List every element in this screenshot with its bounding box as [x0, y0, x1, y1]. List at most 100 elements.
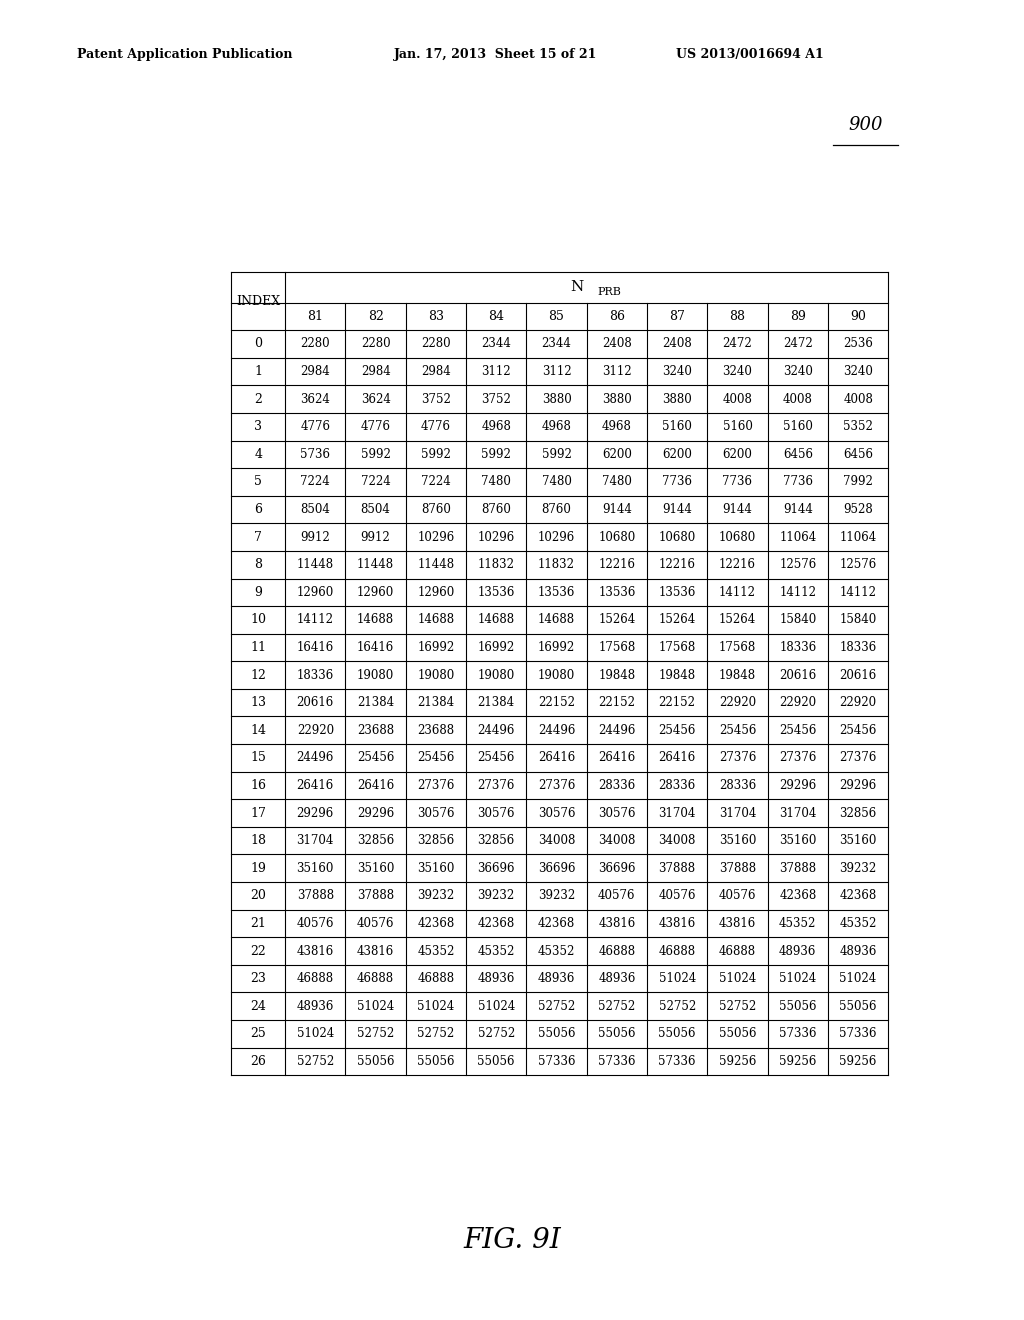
Text: 5992: 5992 [481, 447, 511, 461]
Text: 25456: 25456 [357, 751, 394, 764]
Text: 29296: 29296 [297, 807, 334, 820]
Text: 22152: 22152 [538, 696, 575, 709]
Text: 24: 24 [250, 999, 266, 1012]
Text: 7736: 7736 [723, 475, 753, 488]
Text: 14112: 14112 [840, 586, 877, 599]
Text: 4008: 4008 [843, 392, 873, 405]
Text: 43816: 43816 [719, 917, 756, 929]
Text: 30576: 30576 [598, 807, 636, 820]
Text: Patent Application Publication: Patent Application Publication [77, 48, 292, 61]
Text: 90: 90 [850, 310, 866, 323]
Text: 2344: 2344 [542, 338, 571, 351]
Text: 12216: 12216 [719, 558, 756, 572]
Text: 7224: 7224 [421, 475, 451, 488]
Text: 26416: 26416 [658, 751, 695, 764]
Text: 52752: 52752 [658, 999, 695, 1012]
Text: 43816: 43816 [658, 917, 695, 929]
Text: 19848: 19848 [719, 669, 756, 681]
Text: 81: 81 [307, 310, 324, 323]
Text: 48936: 48936 [840, 945, 877, 957]
Text: 32856: 32856 [477, 834, 515, 847]
Text: 51024: 51024 [719, 972, 756, 985]
Text: 39232: 39232 [538, 890, 575, 903]
Text: 9528: 9528 [843, 503, 873, 516]
Text: 11064: 11064 [840, 531, 877, 544]
Text: 42368: 42368 [418, 917, 455, 929]
Text: 57336: 57336 [538, 1055, 575, 1068]
Text: 4968: 4968 [542, 420, 571, 433]
Text: 10680: 10680 [658, 531, 695, 544]
Text: 17568: 17568 [598, 642, 636, 653]
Text: 2408: 2408 [663, 338, 692, 351]
Text: 2280: 2280 [421, 338, 451, 351]
Text: 4968: 4968 [481, 420, 511, 433]
Text: 6: 6 [254, 503, 262, 516]
Text: 19080: 19080 [477, 669, 515, 681]
Text: 3624: 3624 [360, 392, 390, 405]
Text: 24496: 24496 [538, 723, 575, 737]
Text: 48936: 48936 [297, 999, 334, 1012]
Text: 12216: 12216 [658, 558, 695, 572]
Text: 3240: 3240 [663, 366, 692, 378]
Text: 13: 13 [250, 696, 266, 709]
Text: 2984: 2984 [300, 366, 330, 378]
Text: 0: 0 [254, 338, 262, 351]
Text: 9144: 9144 [663, 503, 692, 516]
Text: 57336: 57336 [840, 1027, 877, 1040]
Text: 19080: 19080 [538, 669, 575, 681]
Text: 14688: 14688 [477, 614, 515, 627]
Text: 5992: 5992 [542, 447, 571, 461]
Text: 55056: 55056 [356, 1055, 394, 1068]
Text: 5160: 5160 [783, 420, 813, 433]
Text: 10296: 10296 [538, 531, 575, 544]
Text: 29296: 29296 [779, 779, 816, 792]
Text: 5352: 5352 [843, 420, 873, 433]
Text: 40576: 40576 [658, 890, 696, 903]
Text: 88: 88 [729, 310, 745, 323]
Text: 30576: 30576 [538, 807, 575, 820]
Text: 18336: 18336 [297, 669, 334, 681]
Text: 25456: 25456 [779, 723, 816, 737]
Text: 55056: 55056 [779, 999, 816, 1012]
Text: 34008: 34008 [598, 834, 636, 847]
Text: 46888: 46888 [598, 945, 636, 957]
Text: 89: 89 [790, 310, 806, 323]
Text: 40576: 40576 [356, 917, 394, 929]
Text: 23688: 23688 [418, 723, 455, 737]
Text: 4776: 4776 [300, 420, 331, 433]
Text: 4776: 4776 [360, 420, 390, 433]
Text: 10680: 10680 [598, 531, 636, 544]
Text: 13536: 13536 [658, 586, 696, 599]
Text: 24496: 24496 [598, 723, 636, 737]
Text: 22152: 22152 [658, 696, 695, 709]
Text: 19848: 19848 [598, 669, 636, 681]
Text: 52752: 52752 [719, 999, 756, 1012]
Text: 39232: 39232 [418, 890, 455, 903]
Text: 12960: 12960 [297, 586, 334, 599]
Text: 25: 25 [250, 1027, 266, 1040]
Text: 10296: 10296 [477, 531, 515, 544]
Text: 16: 16 [250, 779, 266, 792]
Text: 55056: 55056 [538, 1027, 575, 1040]
Text: 5992: 5992 [421, 447, 451, 461]
Text: 12576: 12576 [840, 558, 877, 572]
Text: 57336: 57336 [658, 1055, 696, 1068]
Text: 86: 86 [609, 310, 625, 323]
Text: 3112: 3112 [602, 366, 632, 378]
Text: 14688: 14688 [418, 614, 455, 627]
Text: 11448: 11448 [418, 558, 455, 572]
Text: 40576: 40576 [719, 890, 757, 903]
Text: 2984: 2984 [360, 366, 390, 378]
Text: 26416: 26416 [598, 751, 636, 764]
Text: 35160: 35160 [357, 862, 394, 875]
Text: Jan. 17, 2013  Sheet 15 of 21: Jan. 17, 2013 Sheet 15 of 21 [394, 48, 598, 61]
Text: 20616: 20616 [840, 669, 877, 681]
Text: 82: 82 [368, 310, 384, 323]
Text: 14112: 14112 [779, 586, 816, 599]
Text: 16992: 16992 [418, 642, 455, 653]
Text: 2280: 2280 [300, 338, 330, 351]
Text: 9144: 9144 [723, 503, 753, 516]
Text: 28336: 28336 [658, 779, 695, 792]
Text: 22152: 22152 [598, 696, 635, 709]
Text: 2984: 2984 [421, 366, 451, 378]
